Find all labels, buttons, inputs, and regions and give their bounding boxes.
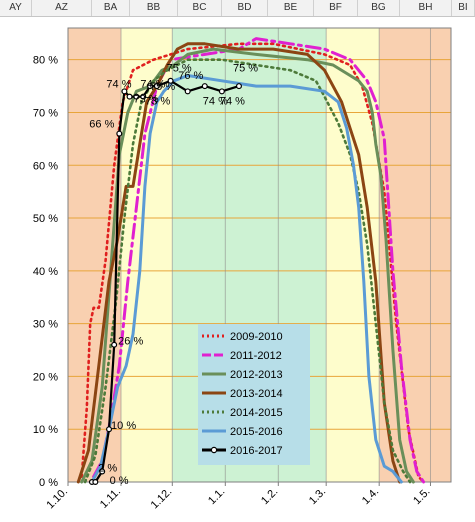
data-label: 2 % (98, 462, 117, 474)
data-point-marker (92, 479, 99, 486)
data-point-marker (106, 426, 113, 433)
data-point-marker (147, 83, 154, 90)
legend: 2009-2010 2011-2012 2012-2013 2013-2014 2014… (198, 324, 310, 465)
y-tick-label: 80 % (33, 55, 58, 67)
legend-label: 2016-2017 (230, 445, 283, 457)
data-label: 74 % (140, 78, 165, 90)
data-point-marker (116, 130, 123, 137)
data-label: 74 % (106, 78, 131, 90)
x-tick-label: 1.11. (98, 486, 123, 511)
data-point-marker (126, 93, 133, 100)
y-tick-label: 60 % (33, 160, 58, 172)
x-tick-label: 1.3. (307, 486, 328, 507)
column-header-bc[interactable]: BC (178, 0, 222, 16)
line-chart: 1.10. 1.11. 1.12. 1.1. 1.2. 1.3. 1.4. 1.5. 0 %1… (33, 27, 452, 512)
data-label: 74 % (203, 96, 228, 108)
spreadsheet-column-header-row: AY AZ BA BB BC BD BE BF BG BH BI (0, 0, 475, 17)
data-labels: 0 %2 %10 %26 %66 %74 %73 %74 %73 %75 %75… (89, 63, 258, 487)
y-tick-label: 40 % (33, 266, 58, 278)
column-header-bb[interactable]: BB (130, 0, 178, 16)
data-label: 26 % (118, 336, 143, 348)
y-tick-label: 70 % (33, 107, 58, 119)
column-header-bg[interactable]: BG (358, 0, 400, 16)
x-tick-label: 1.1. (206, 486, 227, 507)
data-label: 73 % (145, 96, 170, 108)
data-point-marker (167, 77, 174, 84)
legend-label: 2009-2010 (230, 331, 283, 343)
column-header-az[interactable]: AZ (32, 0, 92, 16)
series-line-2015-2016 (90, 74, 403, 484)
series-lines (76, 37, 426, 486)
data-label: 75 % (233, 63, 258, 75)
plot-area-border (67, 27, 452, 483)
series-line-2013-2014 (76, 42, 402, 484)
column-header-be[interactable]: BE (268, 0, 314, 16)
data-point-marker (133, 93, 140, 100)
data-point-marker (121, 88, 128, 95)
x-tick-label: 1.10. (44, 486, 70, 512)
data-label: 73 % (134, 94, 159, 106)
data-point-marker (218, 88, 225, 95)
data-point-marker (184, 88, 191, 95)
data-point-marker (235, 83, 242, 90)
column-header-bh[interactable]: BH (400, 0, 452, 16)
data-point-marker (153, 83, 160, 90)
series-line-2011-2012 (92, 37, 426, 484)
y-tick-label: 10 % (33, 424, 58, 436)
x-tick-label: 1.2. (259, 486, 280, 507)
legend-marker (210, 446, 218, 454)
column-header-ba[interactable]: BA (92, 0, 130, 16)
series-line-2012-2013 (80, 47, 415, 484)
y-tick-label: 50 % (33, 213, 58, 225)
data-label: 76 % (178, 70, 203, 82)
x-tick-label: 1.12. (149, 486, 175, 512)
x-axis-ticks: 1.10. 1.11. 1.12. 1.1. 1.2. 1.3. 1.4. 1.5. (44, 482, 433, 512)
legend-label: 2013-2014 (230, 388, 283, 400)
data-label: 75 % (150, 81, 175, 93)
data-label: 0 % (110, 475, 129, 487)
column-header-bd[interactable]: BD (222, 0, 268, 16)
legend-label: 2012-2013 (230, 369, 283, 381)
data-point-marker (99, 468, 106, 475)
legend-label: 2011-2012 (230, 350, 282, 362)
x-tick-label: 1.5. (411, 486, 432, 507)
data-point-marker (140, 93, 147, 100)
y-tick-label: 30 % (33, 319, 58, 331)
data-point-marker (111, 341, 118, 348)
data-label: 74 % (220, 96, 245, 108)
legend-label: 2014-2015 (230, 407, 283, 419)
data-point-marker (201, 83, 208, 90)
data-label: 75 % (167, 63, 192, 75)
y-tick-label: 20 % (33, 371, 58, 383)
x-tick-label: 1.4. (360, 486, 381, 507)
column-header-bi[interactable]: BI (452, 0, 475, 16)
series-line-2014-2015 (83, 58, 412, 484)
y-tick-label: 0 % (39, 477, 58, 489)
column-header-bf[interactable]: BF (314, 0, 358, 16)
column-header-ay[interactable]: AY (0, 0, 32, 16)
legend-label: 2015-2016 (230, 426, 283, 438)
data-label: 66 % (89, 119, 114, 131)
data-label: 10 % (111, 420, 136, 432)
y-axis-ticks: 0 % 10 % 20 % 30 % 40 % 50 % 60 % 70 % 80 % (33, 55, 58, 489)
